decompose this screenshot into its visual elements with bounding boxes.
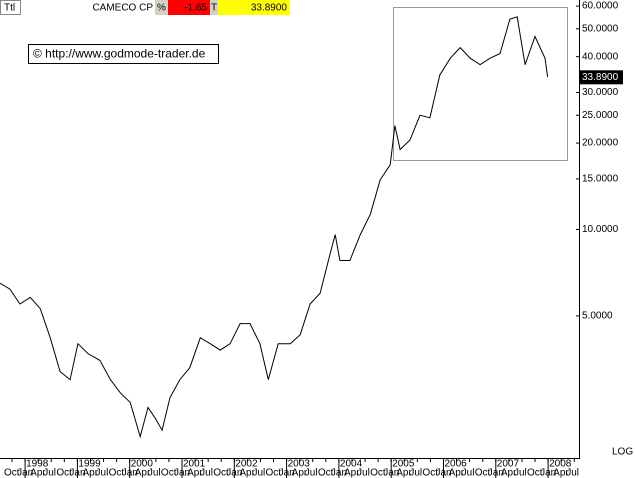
y-tick-label: 50.0000 [582,23,619,34]
month-tick-label: Jul [43,468,56,478]
month-tick-label: Apr [292,468,308,478]
y-tick-label: 40.0000 [582,51,619,62]
month-tick-label: Oct [527,468,543,478]
highlight-box [393,7,568,161]
y-tick-label: 10.0000 [582,224,619,235]
month-tick-label: Oct [318,468,334,478]
month-tick-label: Jul [409,468,422,478]
month-tick-label: Apr [30,468,46,478]
month-tick-label: Oct [213,468,229,478]
last-cell [218,0,290,15]
month-tick-label: Oct [161,468,177,478]
month-tick-label: Apr [82,468,98,478]
month-tick-label: Oct [4,468,20,478]
x-tick-label: 1998 [26,459,49,470]
type-label: T [211,3,217,14]
y-tick-label: 20.0000 [582,138,619,149]
x-tick-label: 2000 [131,459,154,470]
x-tick-label: 2003 [288,459,311,470]
y-tick-label: 60.0000 [582,1,619,12]
month-tick-label: Jan [17,468,33,478]
month-tick-label: Oct [109,468,125,478]
month-tick-label: Jul [357,468,370,478]
month-tick-label: Apr [135,468,151,478]
month-tick-label: Jul [462,468,475,478]
month-tick-label: Jul [514,468,527,478]
price-line [0,16,549,439]
x-tick-label: 2002 [235,459,258,470]
header-cell [210,0,218,15]
y-tick-label: 15.0000 [582,174,619,185]
annotation-box [28,44,219,64]
x-tick-label: 2006 [444,459,467,470]
month-tick-label: Jan [435,468,451,478]
month-tick-label: Jan [69,468,85,478]
y-tick-label: 25.0000 [582,110,619,121]
header-box [0,0,21,15]
last-value-label: 33.8900 [582,72,619,83]
month-tick-label: Apr [396,468,412,478]
scale-label: LOG [612,447,633,458]
month-tick-label: Oct [422,468,438,478]
month-tick-label: Jul [148,468,161,478]
month-tick-label: Jan [279,468,295,478]
month-tick-label: Apr [187,468,203,478]
change-value: -1.65 [184,3,207,14]
month-tick-label: Jul [305,468,318,478]
month-tick-label: Oct [475,468,491,478]
x-tick-label: 2005 [392,459,415,470]
x-tick-label: 1999 [78,459,101,470]
header-cell [155,0,168,15]
month-tick-label: Jan [226,468,242,478]
month-tick-label: Jan [383,468,399,478]
month-tick-label: Oct [370,468,386,478]
y-tick-label: 30.0000 [582,87,619,98]
annotation: © http://www.godmode-trader.de [33,47,206,61]
percent-label: % [157,3,166,14]
month-tick-label: Jul [252,468,265,478]
x-tick-label: 2001 [183,459,206,470]
last-value-box [580,70,623,85]
month-tick-label: Jul [96,468,109,478]
month-tick-label: Apr [239,468,255,478]
month-tick-label: Apr [344,468,360,478]
month-tick-label: Oct [266,468,282,478]
series-name: CAMECO CP [92,3,153,14]
month-tick-label: Apr [501,468,517,478]
change-cell [168,0,210,15]
month-tick-label: Oct [56,468,72,478]
month-tick-label: Jan [488,468,504,478]
month-tick-label: Jul [200,468,213,478]
x-tick-label: 2007 [497,459,520,470]
header-label: Ttl [4,3,15,14]
x-tick-label: 2008 [549,459,572,470]
month-tick-label: Jan [331,468,347,478]
month-tick-label: Apr [449,468,465,478]
y-tick-label: 5.0000 [582,311,613,322]
last-value: 33.8900 [251,3,288,14]
month-tick-label: Apr [553,468,569,478]
month-tick-label: Jul [566,468,579,478]
month-tick-label: Jan [540,468,556,478]
month-tick-label: Jan [122,468,138,478]
x-tick-label: 2004 [340,459,363,470]
month-tick-label: Jan [174,468,190,478]
